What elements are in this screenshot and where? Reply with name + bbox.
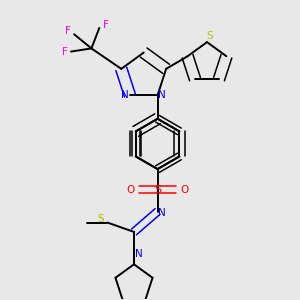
Text: N: N bbox=[158, 90, 166, 100]
Text: N: N bbox=[135, 249, 142, 259]
Text: S: S bbox=[154, 184, 161, 194]
Text: O: O bbox=[127, 184, 135, 194]
Text: N: N bbox=[158, 208, 166, 218]
Text: F: F bbox=[103, 20, 109, 30]
Text: F: F bbox=[65, 26, 71, 36]
Text: N: N bbox=[121, 90, 129, 100]
Text: S: S bbox=[97, 214, 104, 224]
Text: S: S bbox=[207, 31, 214, 41]
Text: O: O bbox=[180, 184, 188, 194]
Text: F: F bbox=[62, 46, 68, 57]
